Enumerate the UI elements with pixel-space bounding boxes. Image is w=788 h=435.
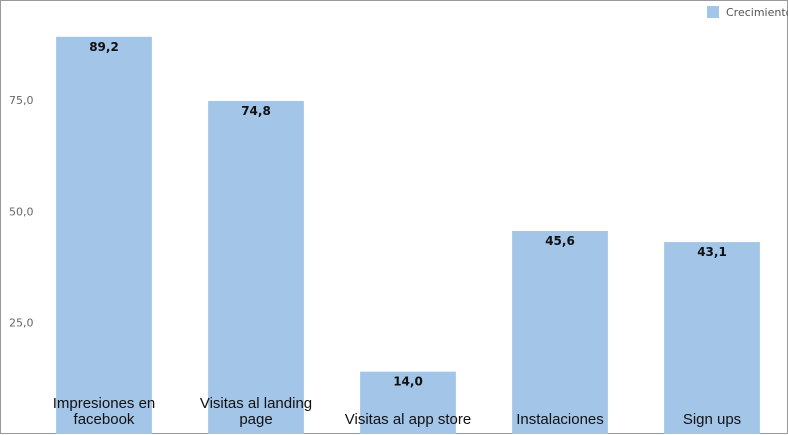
category-label: Sign ups [683,411,741,428]
bars [56,36,760,435]
value-labels: 89,2 74,8 14,0 45,6 43,1 [89,40,727,389]
category-label: Visitas al app store [345,411,471,428]
bar [208,100,304,434]
y-axis-ticks: 25,0 50,0 75,0 [9,94,34,330]
y-tick-label: 25,0 [9,317,34,330]
legend-label: Crecimiento [726,6,788,19]
legend: Crecimiento [707,6,788,19]
category-label: Visitas al landing [200,395,312,412]
y-tick-label: 75,0 [9,94,34,107]
category-label: facebook [74,411,135,428]
data-label: 89,2 [89,40,119,54]
legend-swatch [707,6,719,18]
data-label: 14,0 [393,375,423,389]
data-label: 74,8 [241,104,271,118]
category-label: Impresiones en [53,395,156,412]
bar [360,371,456,434]
data-label: 45,6 [545,234,575,248]
category-label: page [239,411,272,428]
category-label: Instalaciones [516,411,604,428]
data-label: 43,1 [697,245,727,259]
y-tick-label: 50,0 [9,205,34,218]
bar [56,36,152,435]
bar [512,230,608,434]
bar [664,242,760,434]
